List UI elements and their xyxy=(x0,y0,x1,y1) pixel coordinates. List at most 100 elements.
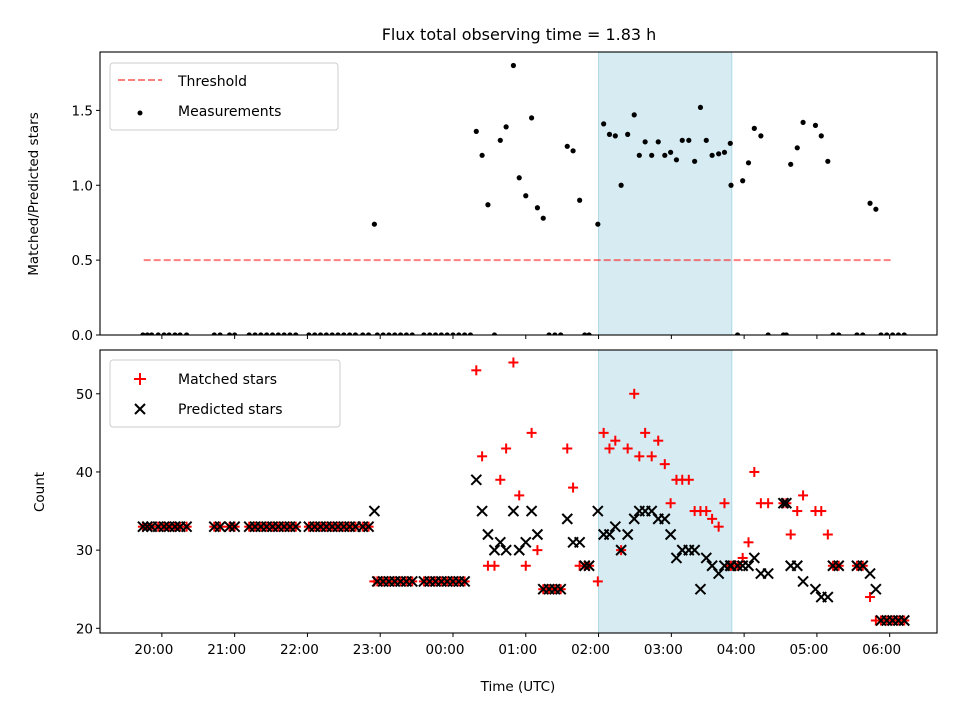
predicted-stars-point xyxy=(579,560,591,572)
measurements-point xyxy=(546,332,552,335)
matched-stars-point xyxy=(495,474,506,485)
measurements-point xyxy=(450,332,456,335)
measurements-point xyxy=(246,332,252,335)
measurements-point xyxy=(697,104,704,111)
measurements-point xyxy=(727,140,733,146)
measurements-point xyxy=(901,332,907,335)
x-tick-label: 23:00 xyxy=(353,642,392,658)
measurements-point xyxy=(612,133,618,139)
measurements-point xyxy=(721,149,728,155)
measurements-point xyxy=(341,332,347,335)
measurements-point xyxy=(161,332,167,335)
measurements-point xyxy=(625,131,631,137)
predicted-stars-point xyxy=(520,536,532,549)
y-tick-label: 0.5 xyxy=(72,253,93,269)
measurements-point xyxy=(601,121,607,127)
predicted-stars-point xyxy=(791,560,803,572)
measurements-point xyxy=(751,125,757,131)
measurements-point xyxy=(421,332,427,335)
predicted-stars-point xyxy=(494,536,507,549)
observing-window-shade xyxy=(598,350,733,633)
predicted-stars-point xyxy=(809,583,822,595)
measurements-point xyxy=(166,332,172,335)
measurements-point xyxy=(783,332,789,335)
measurements-point xyxy=(177,332,183,335)
measurements-point xyxy=(149,332,155,335)
predicted-stars-point xyxy=(488,544,501,556)
measurements-point xyxy=(323,332,329,335)
measurements-point xyxy=(794,145,800,151)
predicted-stars-point xyxy=(670,552,683,564)
measurements-point xyxy=(884,332,890,335)
measurements-point xyxy=(397,332,404,335)
measurements-point xyxy=(444,332,450,335)
matched-stars-point xyxy=(701,506,712,517)
measurements-point xyxy=(679,137,685,143)
matched-stars-point xyxy=(719,498,730,509)
legend-matched-label: Matched stars xyxy=(178,372,277,388)
matched-stars-point xyxy=(665,498,676,509)
measurements-point xyxy=(895,332,902,335)
matched-stars-point xyxy=(707,513,718,524)
matched-stars-point xyxy=(792,506,803,517)
measurements-point xyxy=(540,215,546,221)
x-tick-label: 02:00 xyxy=(571,642,610,658)
predicted-stars-point xyxy=(458,575,471,588)
measurements-point xyxy=(552,332,558,335)
measurements-point xyxy=(264,332,270,335)
measurements-point xyxy=(427,332,433,335)
matched-stars-point xyxy=(604,443,615,454)
x-tick-label: 21:00 xyxy=(207,642,246,658)
measurements-point xyxy=(570,148,576,154)
measurements-point xyxy=(692,158,698,164)
bottom-panel: 20 30 40 50 20:00 21:00 22:00 23:00 00:00 01:00 0… xyxy=(32,349,938,695)
predicted-stars-point xyxy=(368,505,381,517)
measurements-point xyxy=(564,143,570,149)
measurements-point xyxy=(473,128,479,134)
legend-measurements-swatch xyxy=(137,110,143,116)
measurements-point xyxy=(386,332,392,335)
predicted-stars-point xyxy=(731,560,744,572)
measurements-point xyxy=(510,62,517,69)
predicted-stars-point xyxy=(628,513,640,525)
predicted-stars-point xyxy=(169,520,181,533)
measurements-point xyxy=(281,332,287,335)
measurements-point xyxy=(211,332,217,335)
measurements-point xyxy=(606,131,613,137)
legend-measurements-label: Measurements xyxy=(178,104,281,120)
predicted-stars-point xyxy=(603,528,616,541)
x-tick-label: 00:00 xyxy=(426,642,465,658)
measurements-point xyxy=(438,332,444,335)
measurements-point xyxy=(403,332,410,335)
matched-stars-point xyxy=(532,545,543,556)
measurements-point xyxy=(618,182,624,188)
measurements-point xyxy=(306,332,312,335)
measurements-point xyxy=(184,332,190,335)
y-tick-label: 40 xyxy=(76,465,93,481)
measurements-point xyxy=(269,332,276,335)
measurements-point xyxy=(365,332,372,335)
matched-stars-point xyxy=(610,435,621,446)
legend-predicted-label: Predicted stars xyxy=(178,402,283,418)
measurements-point xyxy=(636,152,642,158)
predicted-stars-point xyxy=(180,520,193,533)
measurements-point xyxy=(360,332,366,335)
matched-stars-point xyxy=(514,490,525,501)
predicted-stars-point xyxy=(797,575,809,588)
predicted-stars-point xyxy=(700,552,712,564)
measurements-point xyxy=(497,137,503,143)
measurements-point xyxy=(491,332,498,335)
x-tick-label: 06:00 xyxy=(862,642,901,658)
x-tick-label: 01:00 xyxy=(498,642,537,658)
top-y-axis-label: Matched/Predicted stars xyxy=(26,112,42,275)
matched-stars-point xyxy=(520,560,531,571)
y-tick-label: 20 xyxy=(76,621,93,637)
predicted-stars-point xyxy=(609,520,622,533)
y-tick-label: 0.0 xyxy=(72,328,93,344)
x-tick-label: 04:00 xyxy=(717,642,756,658)
measurements-point xyxy=(830,332,836,335)
predicted-stars-point xyxy=(573,536,586,549)
measurements-point xyxy=(745,160,752,166)
matched-stars-point xyxy=(629,388,640,399)
measurements-point xyxy=(523,193,529,199)
